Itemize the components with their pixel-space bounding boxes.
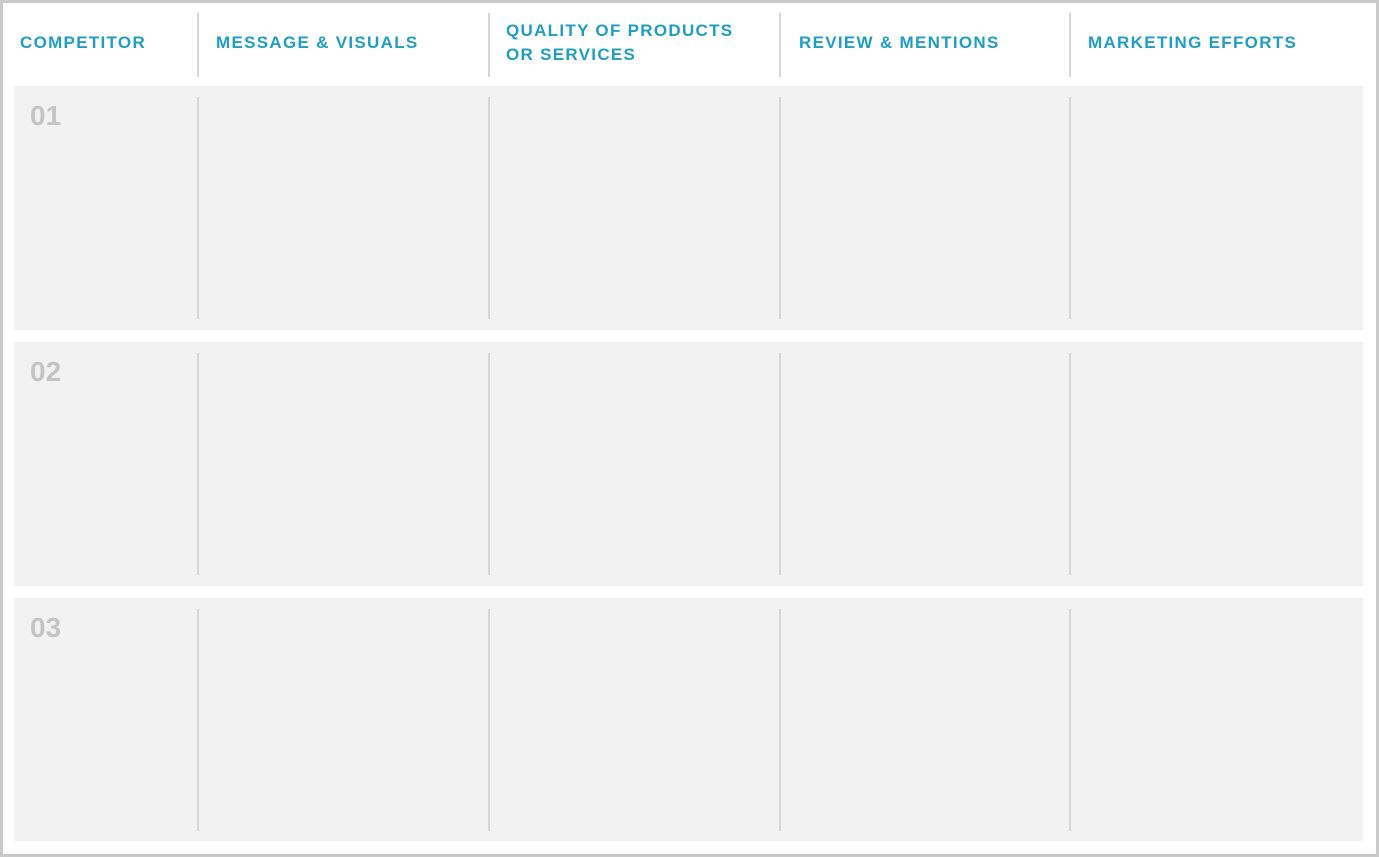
header-divider bbox=[1069, 13, 1071, 77]
header-message-visuals: MESSAGE & VISUALS bbox=[216, 33, 419, 52]
row-number: 02 bbox=[30, 356, 62, 387]
table-row: 01 bbox=[14, 86, 1363, 330]
header-divider bbox=[197, 13, 199, 77]
table-row: 03 bbox=[14, 598, 1363, 841]
cell-divider bbox=[488, 353, 490, 575]
row-number: 01 bbox=[30, 100, 62, 131]
cell-divider bbox=[1069, 609, 1071, 831]
header-marketing-efforts: MARKETING EFFORTS bbox=[1088, 33, 1298, 52]
cell-divider bbox=[197, 609, 199, 831]
cell-divider bbox=[1069, 353, 1071, 575]
header-competitor: COMPETITOR bbox=[20, 33, 147, 52]
cell-divider bbox=[779, 97, 781, 319]
header-divider bbox=[488, 13, 490, 77]
row-number: 03 bbox=[30, 612, 62, 643]
cell-divider bbox=[488, 97, 490, 319]
cell-divider bbox=[779, 609, 781, 831]
header-quality: QUALITY OF PRODUCTS OR SERVICES bbox=[506, 21, 734, 64]
cell-divider bbox=[197, 97, 199, 319]
cell-divider bbox=[488, 609, 490, 831]
header-review-mentions: REVIEW & MENTIONS bbox=[799, 33, 1000, 52]
header-divider bbox=[779, 13, 781, 77]
cell-divider bbox=[1069, 97, 1071, 319]
table-row: 02 bbox=[14, 342, 1363, 586]
table-header: COMPETITOR MESSAGE & VISUALS QUALITY OF … bbox=[0, 0, 1379, 86]
cell-divider bbox=[779, 353, 781, 575]
cell-divider bbox=[197, 353, 199, 575]
